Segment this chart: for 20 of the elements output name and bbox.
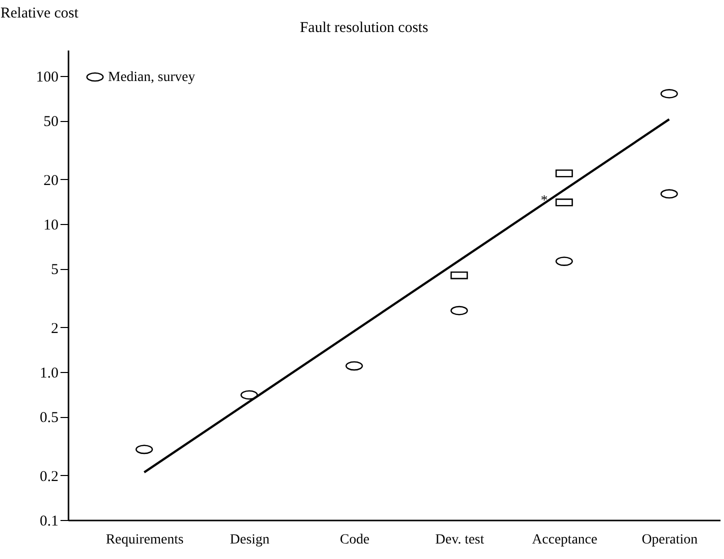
x-tick-label: Design bbox=[230, 532, 270, 548]
y-tick-label: 100 bbox=[36, 70, 58, 86]
y-tick-label: 50 bbox=[44, 114, 58, 130]
annotation: * bbox=[540, 193, 548, 208]
y-tick-label: 2 bbox=[51, 320, 58, 337]
y-tick-label: 5 bbox=[51, 262, 58, 278]
x-tick-label: Requirements bbox=[106, 532, 184, 548]
x-tick-label: Dev. test bbox=[435, 532, 484, 548]
y-tick-label: 0.2 bbox=[40, 468, 58, 485]
y-tick-label: 0.1 bbox=[40, 514, 58, 530]
x-tick-label: Acceptance bbox=[532, 532, 598, 548]
y-tick-label: 0.5 bbox=[40, 410, 58, 426]
x-tick-label: Code bbox=[340, 532, 370, 548]
y-tick-label: 20 bbox=[44, 172, 58, 189]
chart-title: Fault resolution costs bbox=[300, 20, 428, 36]
y-tick-label: 10 bbox=[44, 218, 58, 234]
legend-label: Median, survey bbox=[108, 70, 196, 85]
y-axis-title: Relative cost bbox=[0, 6, 80, 22]
x-tick-label: Operation bbox=[642, 532, 698, 548]
y-tick-label: 1.0 bbox=[40, 366, 58, 382]
